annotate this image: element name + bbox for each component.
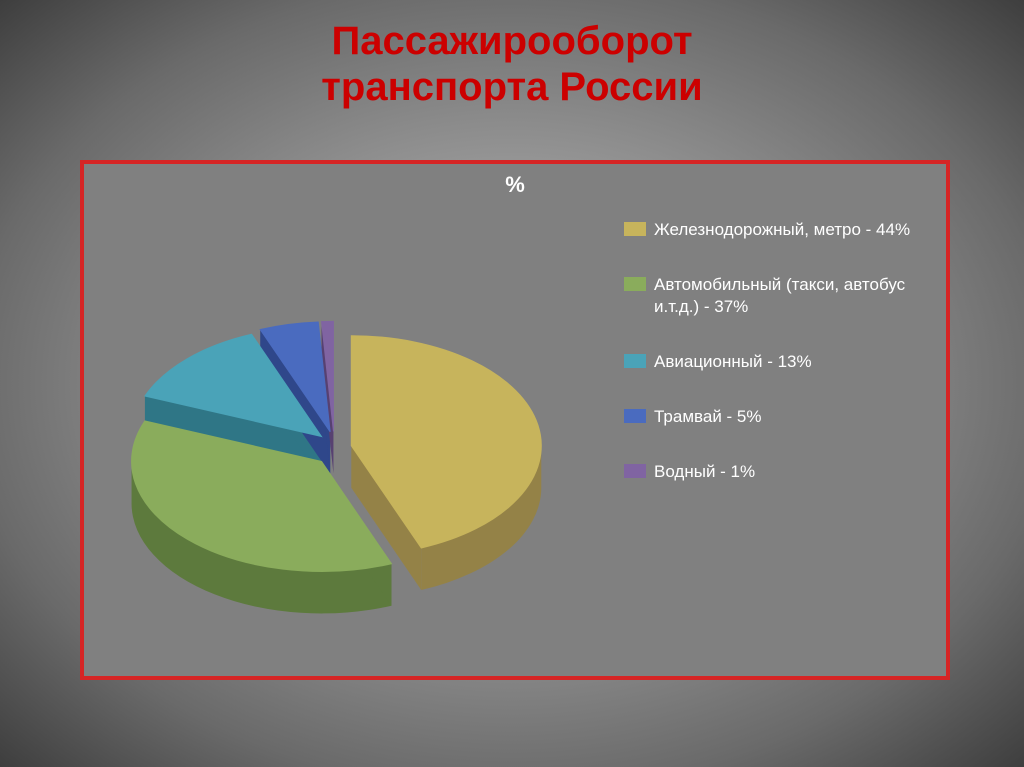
legend-item: Трамвай - 5% bbox=[624, 406, 914, 427]
page-title: Пассажирооборот транспорта России bbox=[0, 18, 1024, 110]
legend-swatch bbox=[624, 354, 646, 368]
legend-item: Авиационный - 13% bbox=[624, 351, 914, 372]
legend-swatch bbox=[624, 464, 646, 478]
chart-frame: % Железнодорожный, метро - 44%Автомобиль… bbox=[80, 160, 950, 680]
title-line2: транспорта России bbox=[321, 65, 702, 109]
legend-label: Трамвай - 5% bbox=[654, 406, 762, 427]
legend-item: Водный - 1% bbox=[624, 461, 914, 482]
legend-label: Автомобильный (такси, автобус и.т.д.) - … bbox=[654, 274, 914, 317]
legend: Железнодорожный, метро - 44% Автомобильны… bbox=[624, 219, 914, 517]
pie-chart bbox=[84, 184, 604, 664]
legend-label: Железнодорожный, метро - 44% bbox=[654, 219, 910, 240]
pie-svg bbox=[84, 184, 604, 664]
legend-label: Авиационный - 13% bbox=[654, 351, 812, 372]
title-line1: Пассажирооборот bbox=[331, 19, 692, 63]
legend-swatch bbox=[624, 277, 646, 291]
legend-item: Железнодорожный, метро - 44% bbox=[624, 219, 914, 240]
legend-item: Автомобильный (такси, автобус и.т.д.) - … bbox=[624, 274, 914, 317]
legend-swatch bbox=[624, 222, 646, 236]
legend-swatch bbox=[624, 409, 646, 423]
legend-label: Водный - 1% bbox=[654, 461, 755, 482]
slide: Пассажирооборот транспорта России % Желе… bbox=[0, 0, 1024, 767]
